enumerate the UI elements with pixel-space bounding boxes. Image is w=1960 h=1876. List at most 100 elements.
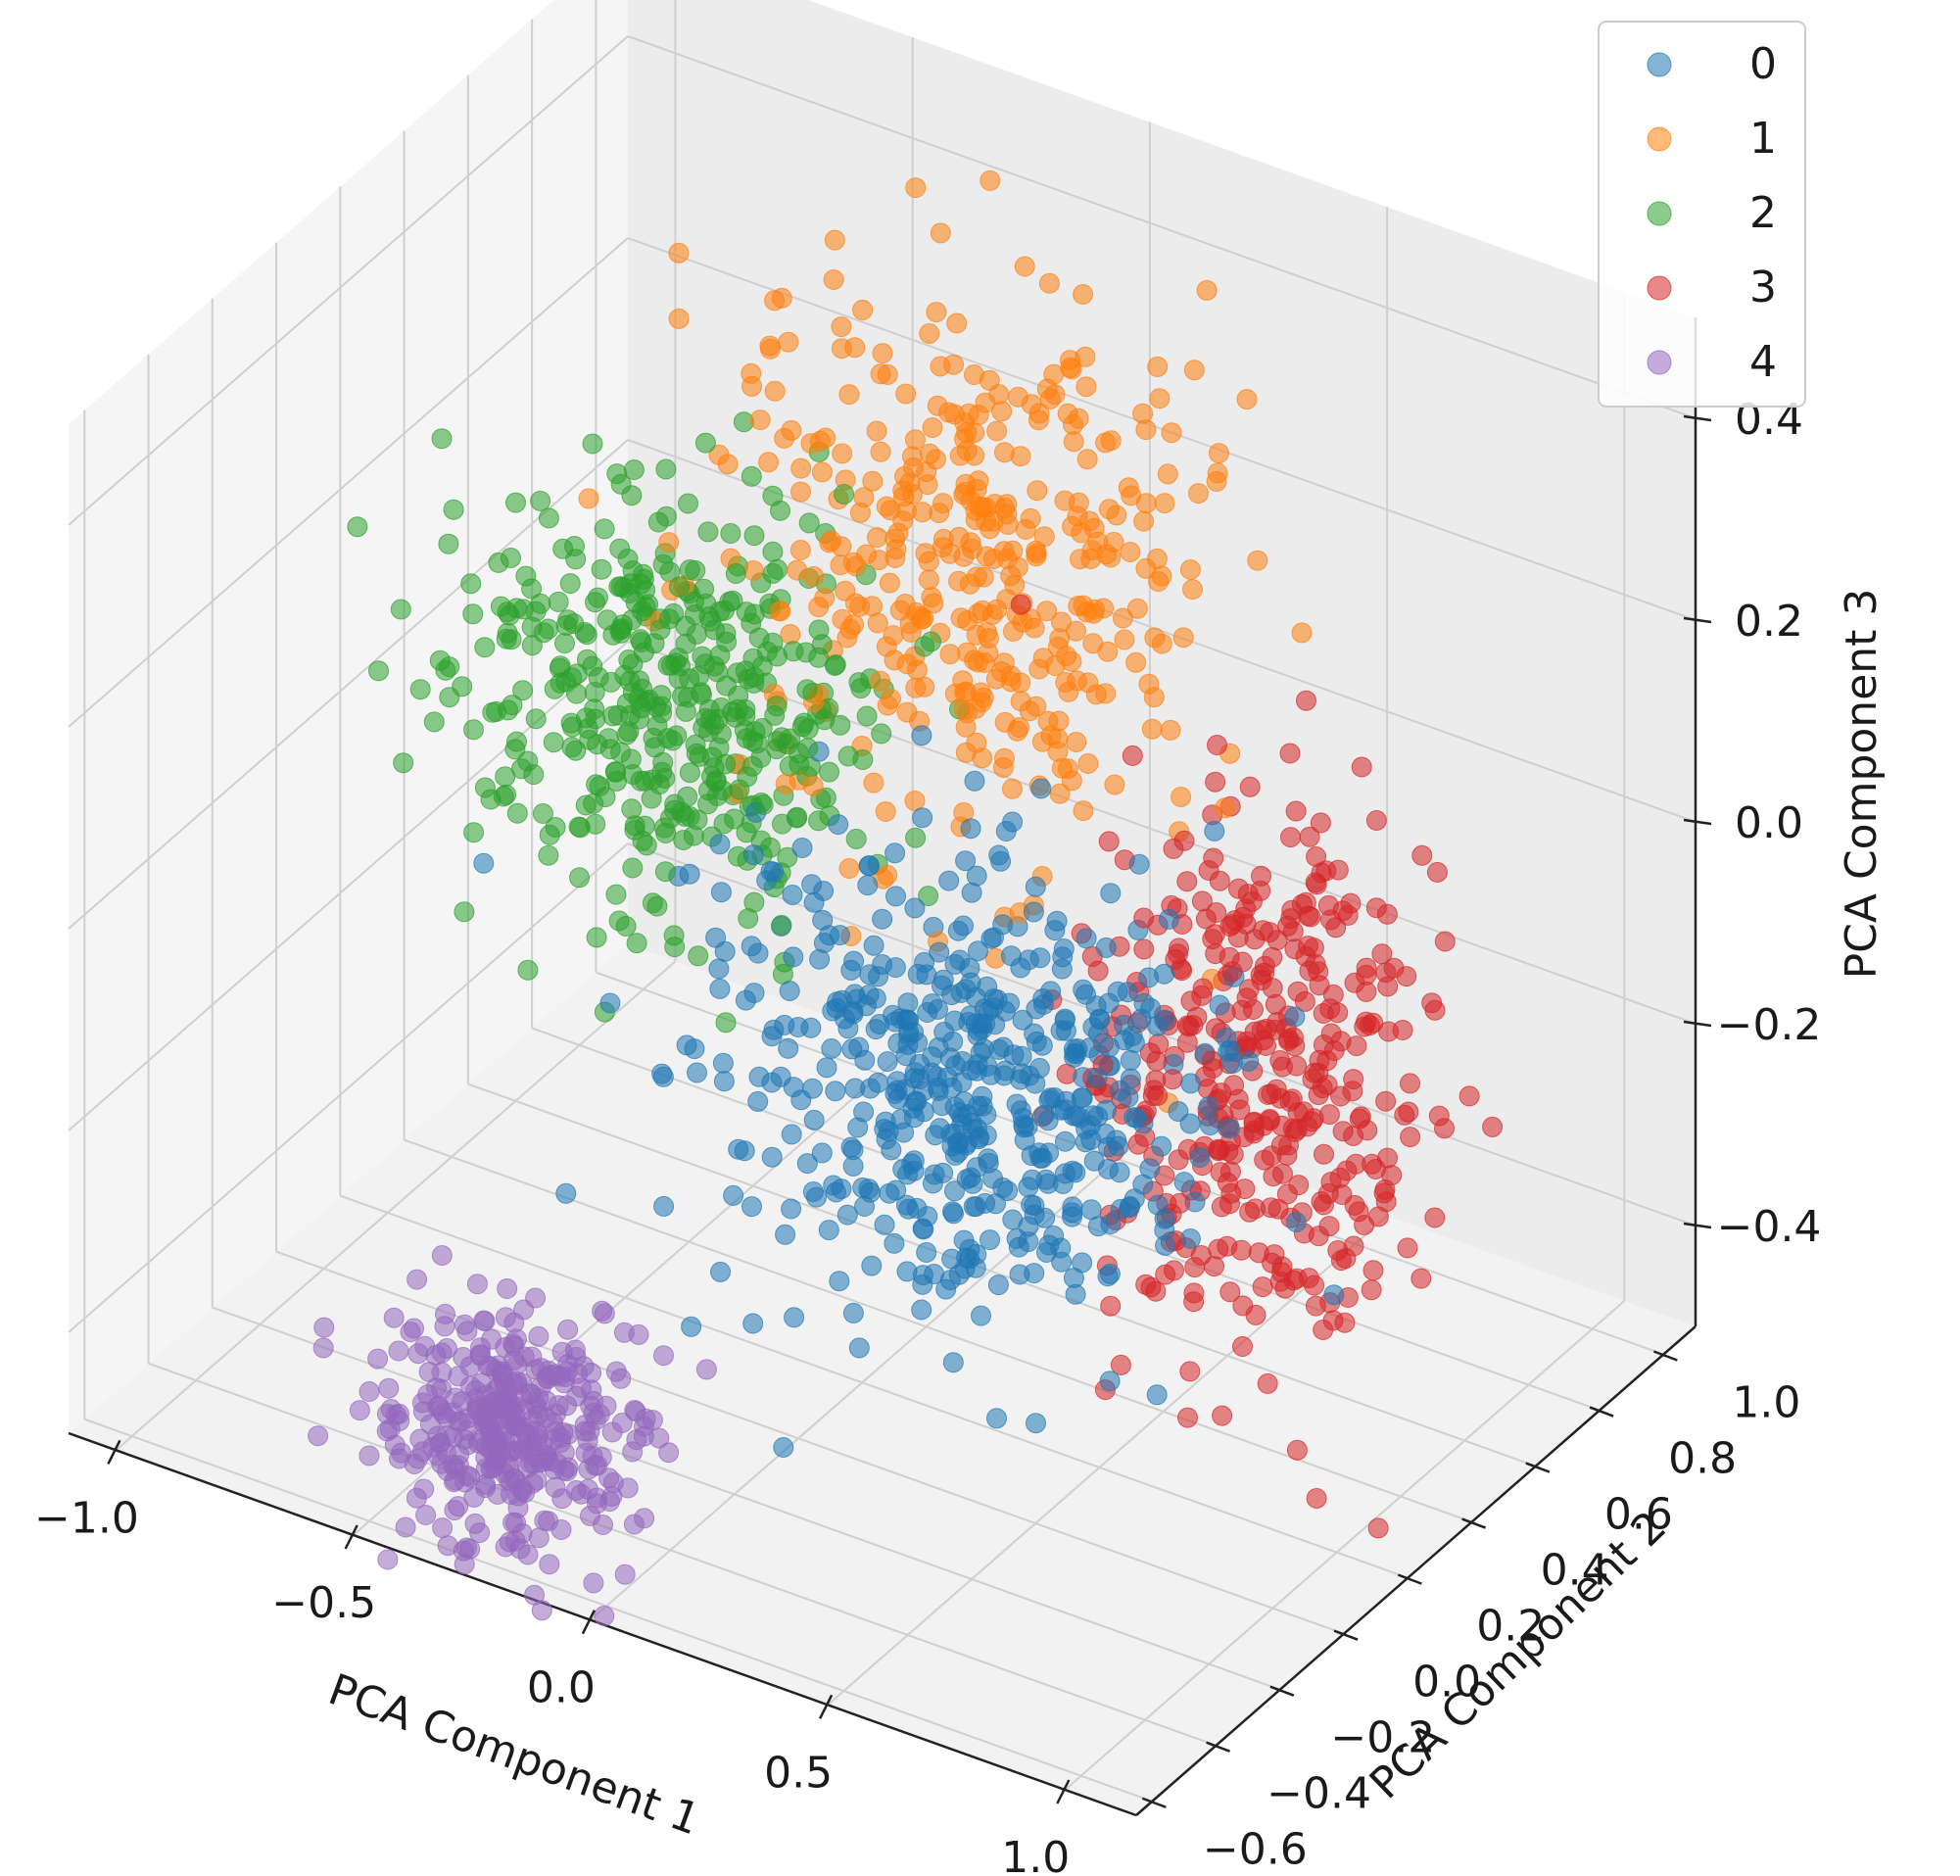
scatter-point-series-3 xyxy=(1421,992,1443,1014)
scatter-point-series-0 xyxy=(865,1019,886,1040)
scatter-point-series-4 xyxy=(543,1412,564,1433)
scatter-point-series-0 xyxy=(1209,994,1230,1016)
scatter-point-series-3 xyxy=(1252,1276,1273,1298)
scatter-point-series-0 xyxy=(709,834,731,855)
scatter-point-series-0 xyxy=(911,1299,932,1321)
scatter-point-series-3 xyxy=(1251,970,1272,991)
scatter-point-series-2 xyxy=(715,1012,737,1034)
scatter-point-series-1 xyxy=(803,566,825,587)
scatter-point-series-3 xyxy=(1202,929,1223,950)
scatter-point-series-0 xyxy=(653,1195,675,1217)
scatter-point-series-3 xyxy=(1221,961,1243,983)
scatter-point-series-2 xyxy=(511,758,532,780)
scatter-point-series-1 xyxy=(980,169,1001,191)
scatter-point-series-2 xyxy=(390,599,411,620)
scatter-point-series-0 xyxy=(942,1031,964,1052)
legend-marker-1 xyxy=(1647,126,1672,152)
scatter-point-series-1 xyxy=(1060,357,1081,378)
scatter-point-series-1 xyxy=(1118,477,1139,499)
scatter-point-series-3 xyxy=(1207,735,1227,755)
scatter-point-series-1 xyxy=(905,177,927,199)
scatter-point-series-3 xyxy=(1269,1271,1291,1292)
scatter-point-series-0 xyxy=(980,928,1002,949)
scatter-point-series-2 xyxy=(678,493,698,514)
scatter-point-series-1 xyxy=(927,395,948,416)
scatter-point-series-1 xyxy=(1028,403,1050,424)
scatter-point-series-1 xyxy=(658,532,680,553)
scatter-point-series-0 xyxy=(972,1018,993,1039)
scatter-point-series-2 xyxy=(548,591,569,612)
scatter-point-series-2 xyxy=(856,705,878,727)
scatter-point-series-3 xyxy=(1319,998,1341,1020)
scatter-point-series-4 xyxy=(525,1287,547,1309)
x-grid-line xyxy=(115,960,677,1452)
scatter-point-series-2 xyxy=(762,562,784,584)
scatter-point-series-4 xyxy=(575,1442,597,1464)
scatter-point-series-4 xyxy=(400,1322,421,1343)
scatter-point-series-1 xyxy=(870,363,891,385)
scatter-point-series-0 xyxy=(1033,1104,1055,1126)
scatter-point-series-3 xyxy=(1277,915,1299,937)
scatter-point-series-3 xyxy=(1367,1517,1389,1539)
scatter-point-series-0 xyxy=(890,1108,912,1130)
scatter-point-series-3 xyxy=(1282,1027,1304,1048)
scatter-point-series-0 xyxy=(599,992,621,1014)
scatter-point-series-2 xyxy=(608,576,630,598)
scatter-point-series-1 xyxy=(1062,515,1083,537)
scatter-point-series-0 xyxy=(885,1179,907,1201)
scatter-point-series-3 xyxy=(1306,1488,1327,1509)
scatter-point-series-1 xyxy=(1215,797,1236,819)
scatter-point-series-2 xyxy=(538,507,559,529)
scatter-point-series-0 xyxy=(1218,1040,1239,1062)
scatter-point-series-3 xyxy=(1398,1101,1419,1123)
scatter-point-series-0 xyxy=(987,1275,1009,1296)
scatter-point-series-4 xyxy=(312,1337,334,1359)
z-tick xyxy=(1683,1020,1712,1028)
scatter-point-series-2 xyxy=(762,541,784,562)
scatter-point-series-0 xyxy=(705,927,727,948)
scatter-point-series-1 xyxy=(1076,376,1097,398)
scatter-point-series-2 xyxy=(655,458,677,480)
scatter-point-series-1 xyxy=(956,440,978,461)
scatter-point-series-3 xyxy=(1311,1191,1332,1212)
scatter-point-series-4 xyxy=(545,1476,566,1498)
scatter-point-series-3 xyxy=(1098,831,1120,852)
scatter-point-series-2 xyxy=(615,916,637,937)
scatter-point-series-0 xyxy=(712,1052,734,1074)
y-tick-label: 0.4 xyxy=(1541,1546,1609,1596)
scatter-point-series-1 xyxy=(1172,627,1194,649)
scatter-point-series-3 xyxy=(1343,1235,1364,1257)
scatter-point-series-4 xyxy=(388,1340,409,1362)
x-tick xyxy=(818,1694,834,1719)
scatter-point-series-2 xyxy=(705,771,727,793)
scatter-point-series-2 xyxy=(642,892,663,914)
scatter-point-series-3 xyxy=(1410,1268,1432,1289)
scatter-point-series-4 xyxy=(531,1600,552,1621)
scatter-point-series-2 xyxy=(538,844,559,866)
scatter-point-series-2 xyxy=(569,817,591,839)
scatter-point-series-0 xyxy=(863,935,884,956)
scatter-point-series-1 xyxy=(668,308,690,329)
y-tick xyxy=(1525,1462,1551,1473)
scatter-point-series-1 xyxy=(986,420,1008,442)
scatter-point-series-1 xyxy=(1291,622,1313,644)
scatter-point-series-4 xyxy=(464,1513,486,1534)
scatter-point-series-4 xyxy=(453,1347,474,1368)
scatter-point-series-2 xyxy=(438,533,459,554)
scatter-point-series-1 xyxy=(879,572,900,594)
scatter-point-series-4 xyxy=(565,1480,587,1501)
scatter-point-series-1 xyxy=(952,670,974,692)
scatter-point-series-3 xyxy=(1133,907,1155,929)
scatter-point-series-1 xyxy=(918,569,939,591)
scatter-point-series-2 xyxy=(505,492,526,513)
scatter-point-series-1 xyxy=(837,627,858,649)
scatter-point-series-4 xyxy=(444,1471,464,1493)
scatter-point-series-0 xyxy=(1130,1008,1152,1030)
scatter-point-series-0 xyxy=(1038,1234,1060,1256)
scatter-point-series-1 xyxy=(1196,279,1218,301)
scatter-point-series-1 xyxy=(790,457,812,479)
scatter-point-series-1 xyxy=(775,773,796,794)
scatter-point-series-0 xyxy=(884,1232,905,1254)
scatter-point-series-4 xyxy=(610,1368,632,1389)
scatter-point-series-0 xyxy=(964,770,985,792)
